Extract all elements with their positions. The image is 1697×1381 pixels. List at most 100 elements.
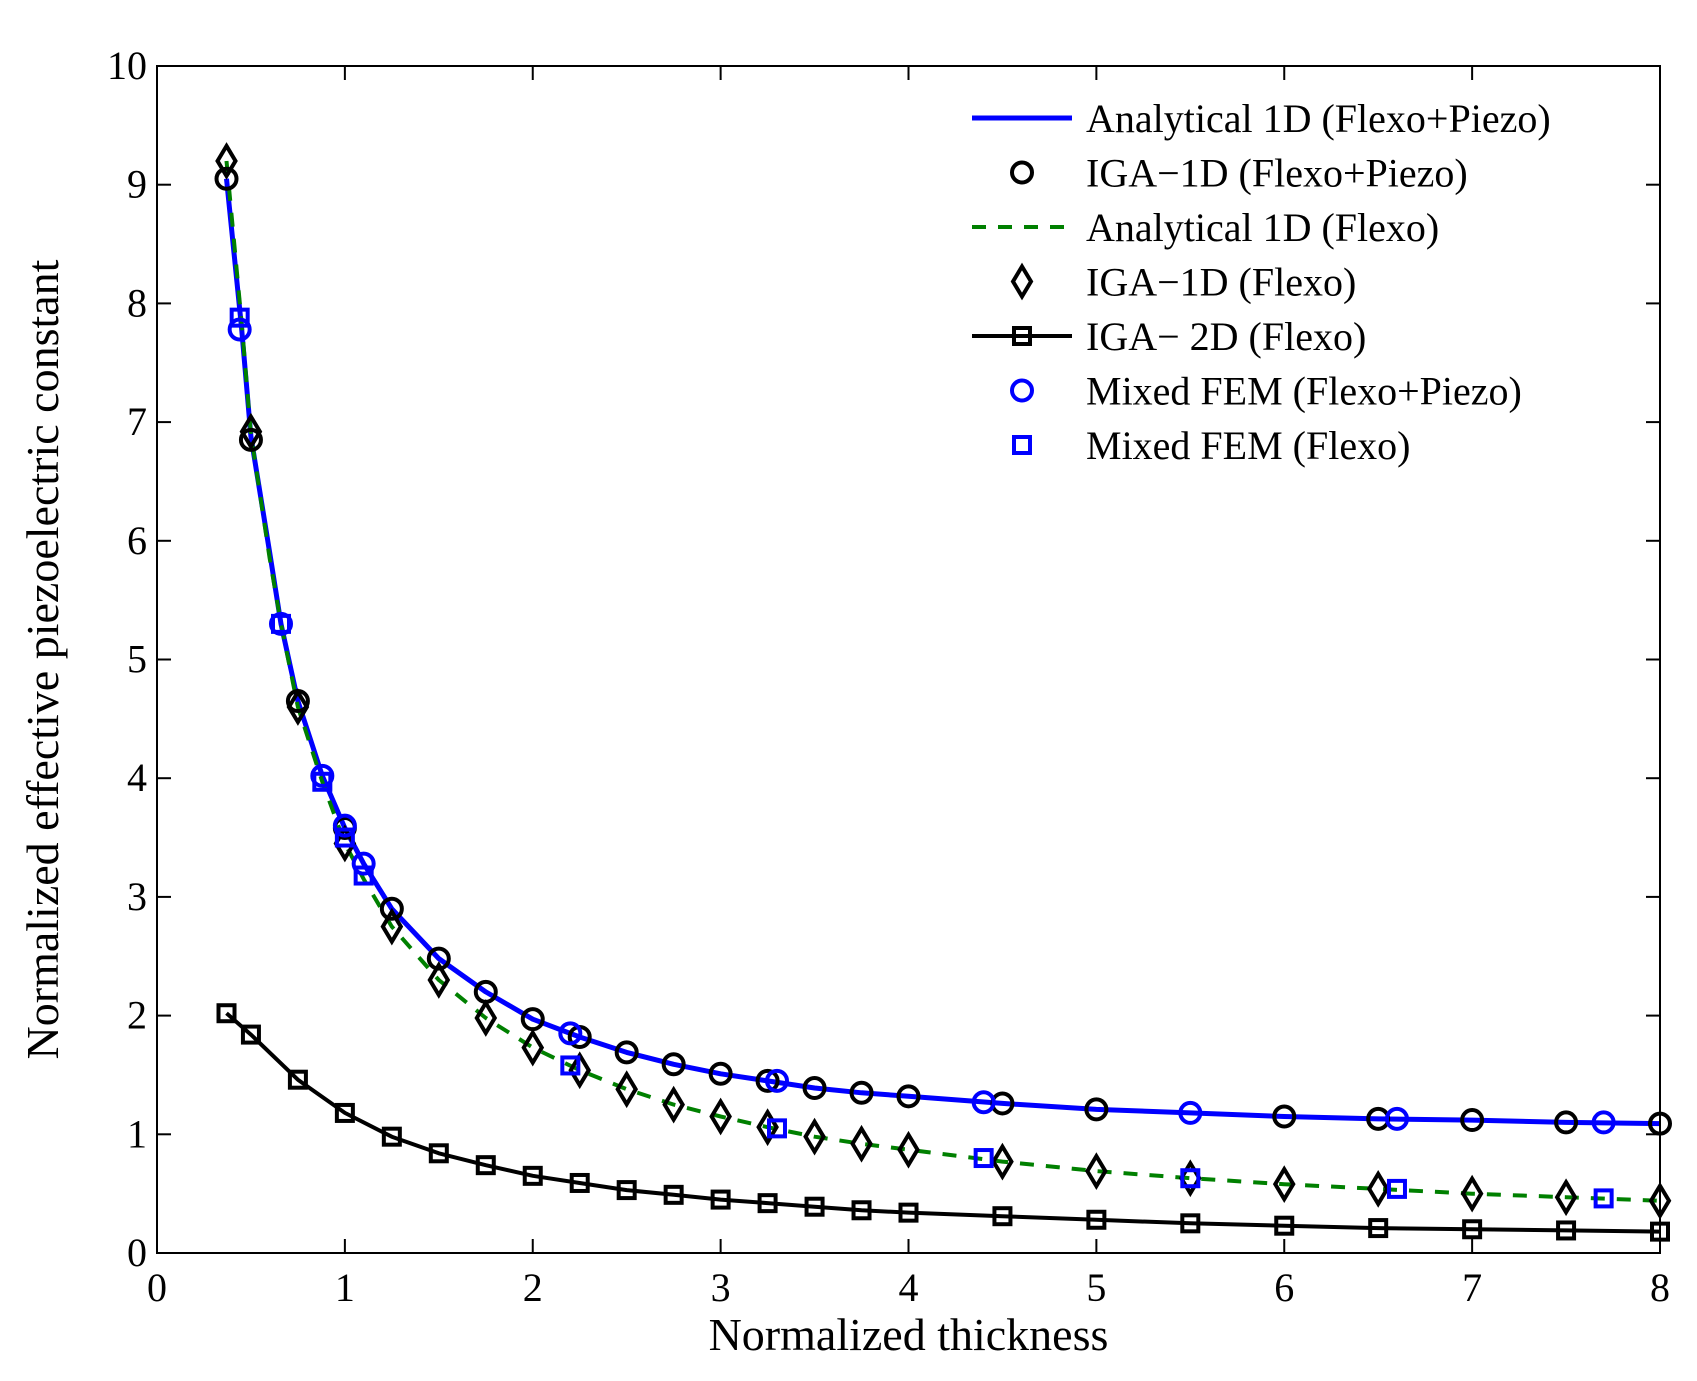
legend-item: IGA−1D (Flexo+Piezo) (1010, 151, 1468, 196)
legend-label: IGA−1D (Flexo+Piezo) (1086, 151, 1468, 196)
legend-item: IGA− 2D (Flexo) (972, 314, 1366, 359)
x-tick-label: 3 (711, 1265, 731, 1310)
data-point (1593, 1188, 1614, 1209)
series-6 (229, 307, 1614, 1209)
data-point (971, 1090, 996, 1115)
data-point (227, 317, 252, 342)
data-point (1460, 1108, 1485, 1133)
x-tick-label: 1 (335, 1265, 355, 1310)
data-point (332, 813, 357, 838)
y-tick-label: 4 (127, 755, 147, 800)
legend-item: Analytical 1D (Flexo+Piezo) (972, 96, 1551, 141)
y-tick-label: 7 (127, 399, 147, 444)
data-point (1274, 1215, 1295, 1236)
data-point (1366, 1170, 1390, 1208)
data-point (1384, 1106, 1409, 1131)
data-point (216, 1003, 237, 1024)
data-point (764, 1068, 789, 1093)
data-point (616, 1180, 637, 1201)
data-point (849, 1080, 874, 1105)
y-tick-label: 0 (127, 1230, 147, 1275)
tick-labels: 0 1 2 3 4 5 6 7 8 0 1 2 3 4 5 6 7 8 9 10 (107, 43, 1670, 1310)
data-point (757, 1193, 778, 1214)
data-point (896, 1084, 921, 1109)
data-point (428, 1143, 449, 1164)
data-point (708, 1061, 733, 1086)
legend-marker (1012, 435, 1032, 455)
x-tick-label: 8 (1650, 1265, 1670, 1310)
data-point (520, 1007, 545, 1032)
data-point (522, 1165, 543, 1186)
y-tick-label: 6 (127, 518, 147, 563)
x-tick-label: 2 (523, 1265, 543, 1310)
data-point (802, 1076, 827, 1101)
legend-marker (1010, 378, 1034, 403)
data-point (215, 142, 238, 180)
data-point (755, 1068, 780, 1093)
data-point (427, 961, 451, 999)
legend-marker (1010, 262, 1034, 301)
legend-label: Analytical 1D (Flexo) (1086, 205, 1439, 250)
data-point (1084, 1097, 1109, 1122)
y-tick-label: 5 (127, 637, 147, 682)
data-point (1368, 1218, 1389, 1239)
data-point (334, 1102, 355, 1123)
data-point (426, 946, 451, 971)
data-point (560, 1055, 581, 1076)
x-tick-label: 4 (899, 1265, 919, 1310)
data-point (991, 1142, 1014, 1181)
data-point (661, 1052, 686, 1077)
data-point (229, 307, 250, 328)
data-point (286, 688, 310, 726)
data-point (663, 1184, 684, 1205)
data-point (992, 1206, 1013, 1227)
legend-label: IGA− 2D (Flexo) (1086, 314, 1366, 359)
data-point (766, 1118, 787, 1139)
data-point (710, 1189, 731, 1210)
legend-item: Mixed FEM (Flexo) (1012, 423, 1410, 468)
data-point (287, 1069, 308, 1090)
y-tick-label: 3 (127, 874, 147, 919)
data-point (851, 1200, 872, 1221)
data-point (973, 1148, 994, 1169)
legend: Analytical 1D (Flexo+Piezo) IGA−1D (Flexo… (972, 96, 1551, 468)
data-point (238, 427, 263, 452)
data-point (1178, 1100, 1203, 1125)
data-point (379, 896, 404, 921)
data-point (240, 1024, 261, 1045)
data-point (334, 827, 355, 848)
data-point (804, 1196, 825, 1217)
data-point (214, 166, 239, 191)
data-point (803, 1117, 826, 1156)
y-axis-title: Normalized effective piezoelectric const… (17, 259, 68, 1059)
y-tick-label: 2 (127, 993, 147, 1038)
legend-label: Analytical 1D (Flexo+Piezo) (1086, 96, 1551, 141)
data-point (474, 999, 498, 1037)
series-3 (215, 142, 1672, 1220)
series-line (224, 160, 1661, 1203)
data-point (521, 1028, 545, 1067)
data-point (312, 771, 333, 792)
data-point (614, 1040, 639, 1065)
axes-frame (156, 65, 1661, 1254)
data-point (1085, 1152, 1108, 1190)
data-point (270, 613, 291, 634)
data-point (897, 1130, 920, 1169)
data-point (351, 851, 376, 876)
data-point (1180, 1168, 1201, 1189)
y-tick-label: 10 (107, 43, 147, 88)
x-tick-label: 5 (1086, 1265, 1106, 1310)
series-4 (216, 1003, 1670, 1242)
data-point (898, 1202, 919, 1223)
x-axis-title: Normalized thickness (709, 1309, 1109, 1360)
data-point (615, 1070, 639, 1109)
y-tick-label: 1 (127, 1111, 147, 1156)
data-point (850, 1124, 873, 1163)
data-point (1272, 1165, 1296, 1204)
data-point (1556, 1220, 1577, 1241)
data-point (1554, 1178, 1578, 1217)
data-point (568, 1051, 592, 1090)
series-0 (224, 178, 1661, 1127)
